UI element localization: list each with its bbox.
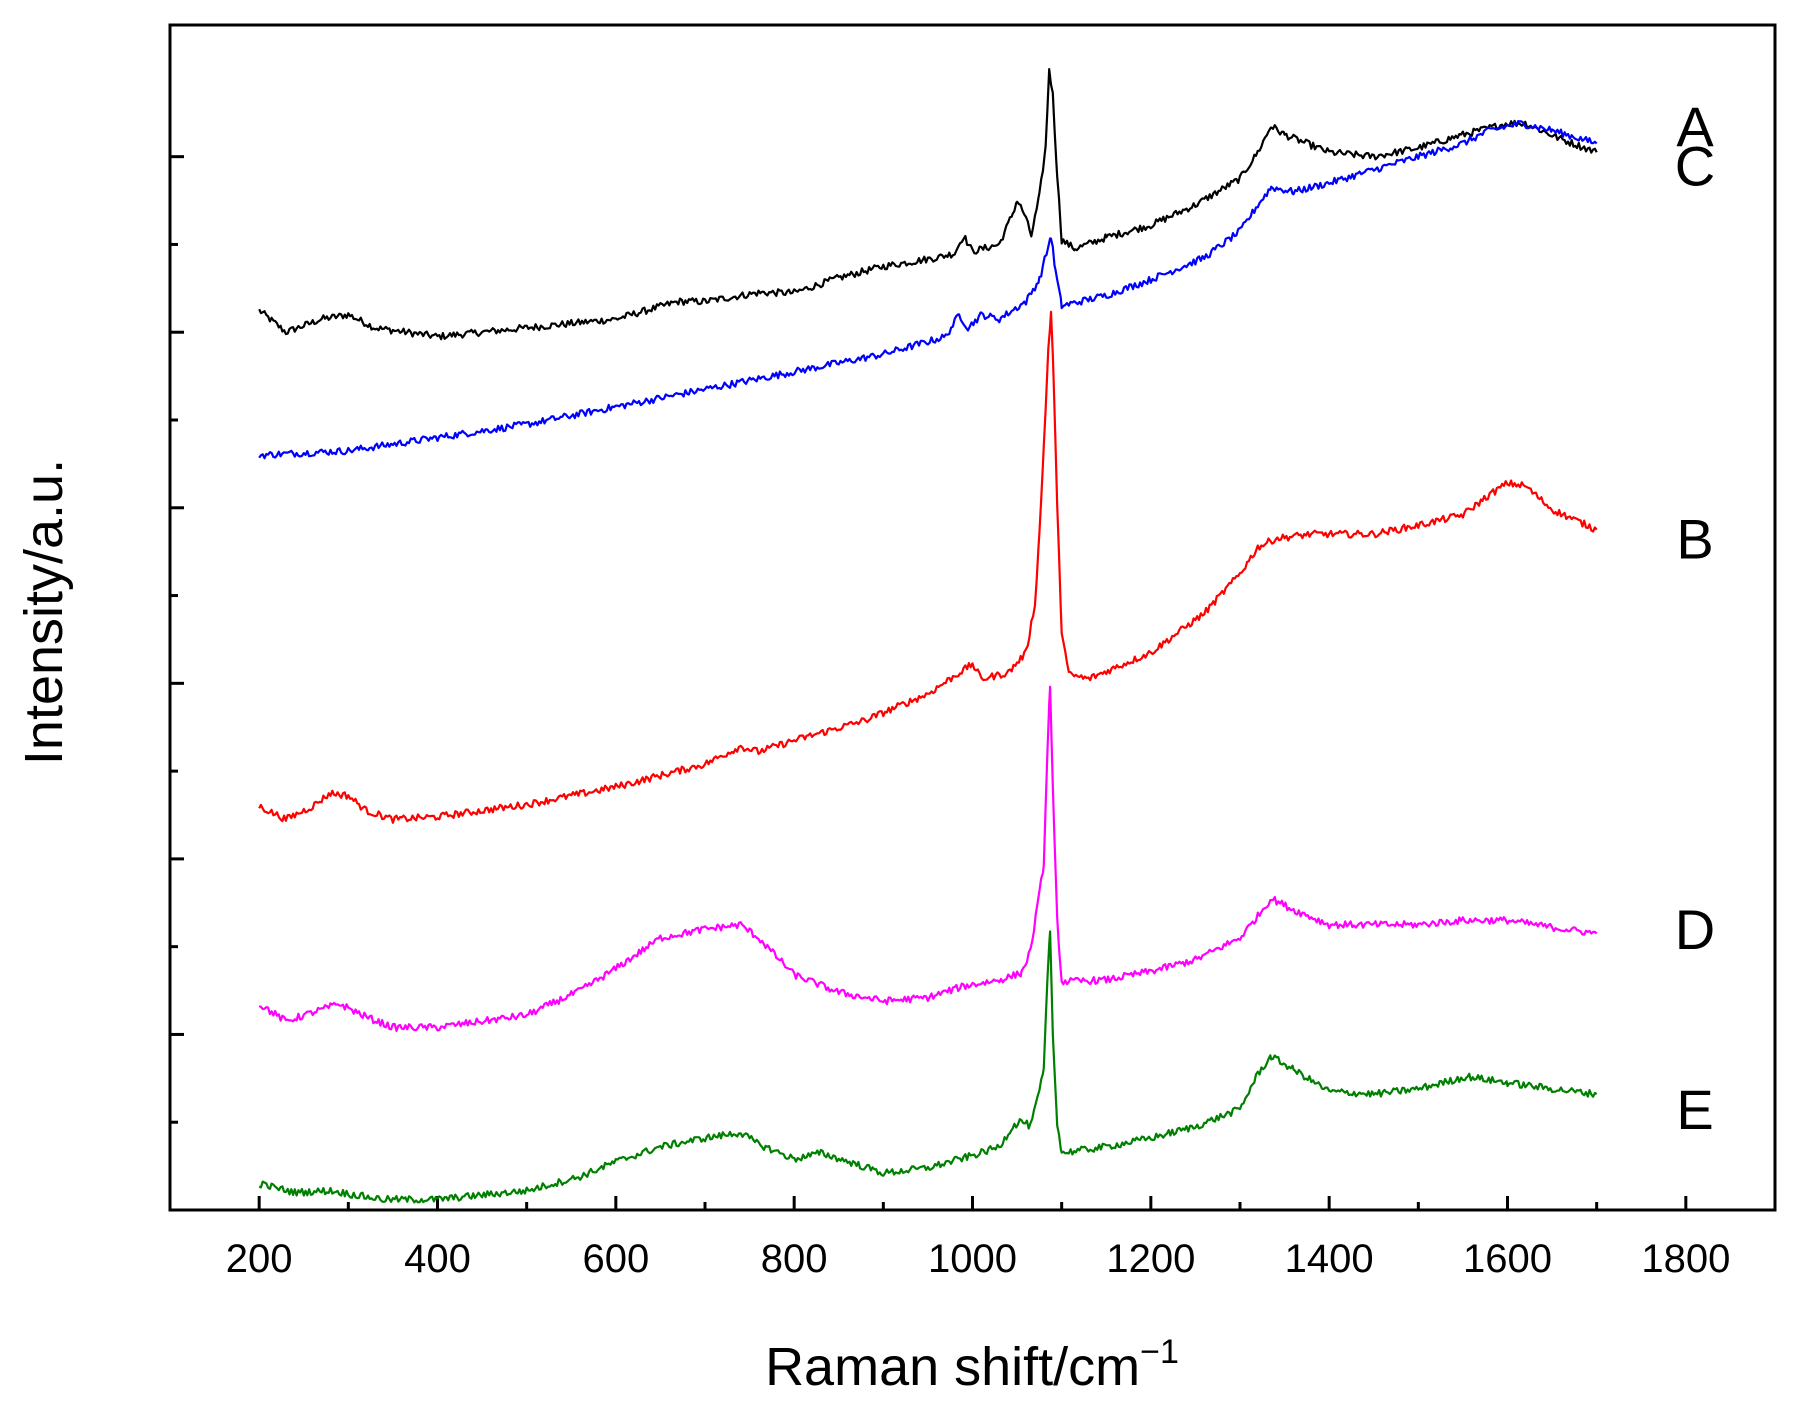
x-axis: 200 400 600 800 1000 1200 1400 1600 1800 bbox=[226, 1196, 1730, 1281]
series-label-C: C bbox=[1675, 134, 1715, 197]
x-tick-label: 1400 bbox=[1285, 1237, 1374, 1281]
series-line-A bbox=[258, 68, 1598, 341]
x-tick-label: 1000 bbox=[928, 1237, 1017, 1281]
x-tick-label: 800 bbox=[761, 1237, 828, 1281]
x-axis-title: Raman shift/cm−1 bbox=[765, 1333, 1179, 1397]
x-tick-label: 1800 bbox=[1641, 1237, 1730, 1281]
series-line-C bbox=[258, 120, 1598, 460]
series-line-B bbox=[258, 310, 1598, 824]
y-axis-title: Intensity/a.u. bbox=[14, 459, 74, 765]
series-labels: AC B D E bbox=[1675, 95, 1715, 1141]
x-tick-label: 600 bbox=[582, 1237, 649, 1281]
x-axis-title-superscript: −1 bbox=[1140, 1333, 1179, 1371]
series-line-D bbox=[258, 685, 1598, 1032]
x-tick-label: 1200 bbox=[1106, 1237, 1195, 1281]
x-axis-title-text: Raman shift/cm bbox=[765, 1337, 1140, 1397]
plot-frame bbox=[168, 23, 1777, 1212]
series-line-E bbox=[258, 930, 1598, 1204]
series-layer bbox=[258, 68, 1598, 1204]
x-tick-label: 400 bbox=[404, 1237, 471, 1281]
series-label-B: B bbox=[1676, 508, 1713, 571]
x-tick-label: 200 bbox=[226, 1237, 293, 1281]
y-axis bbox=[170, 155, 184, 1212]
series-label-D: D bbox=[1675, 898, 1715, 961]
series-label-E: E bbox=[1676, 1078, 1713, 1141]
series-label-A: A bbox=[1676, 95, 1714, 158]
x-tick-label: 1600 bbox=[1463, 1237, 1552, 1281]
